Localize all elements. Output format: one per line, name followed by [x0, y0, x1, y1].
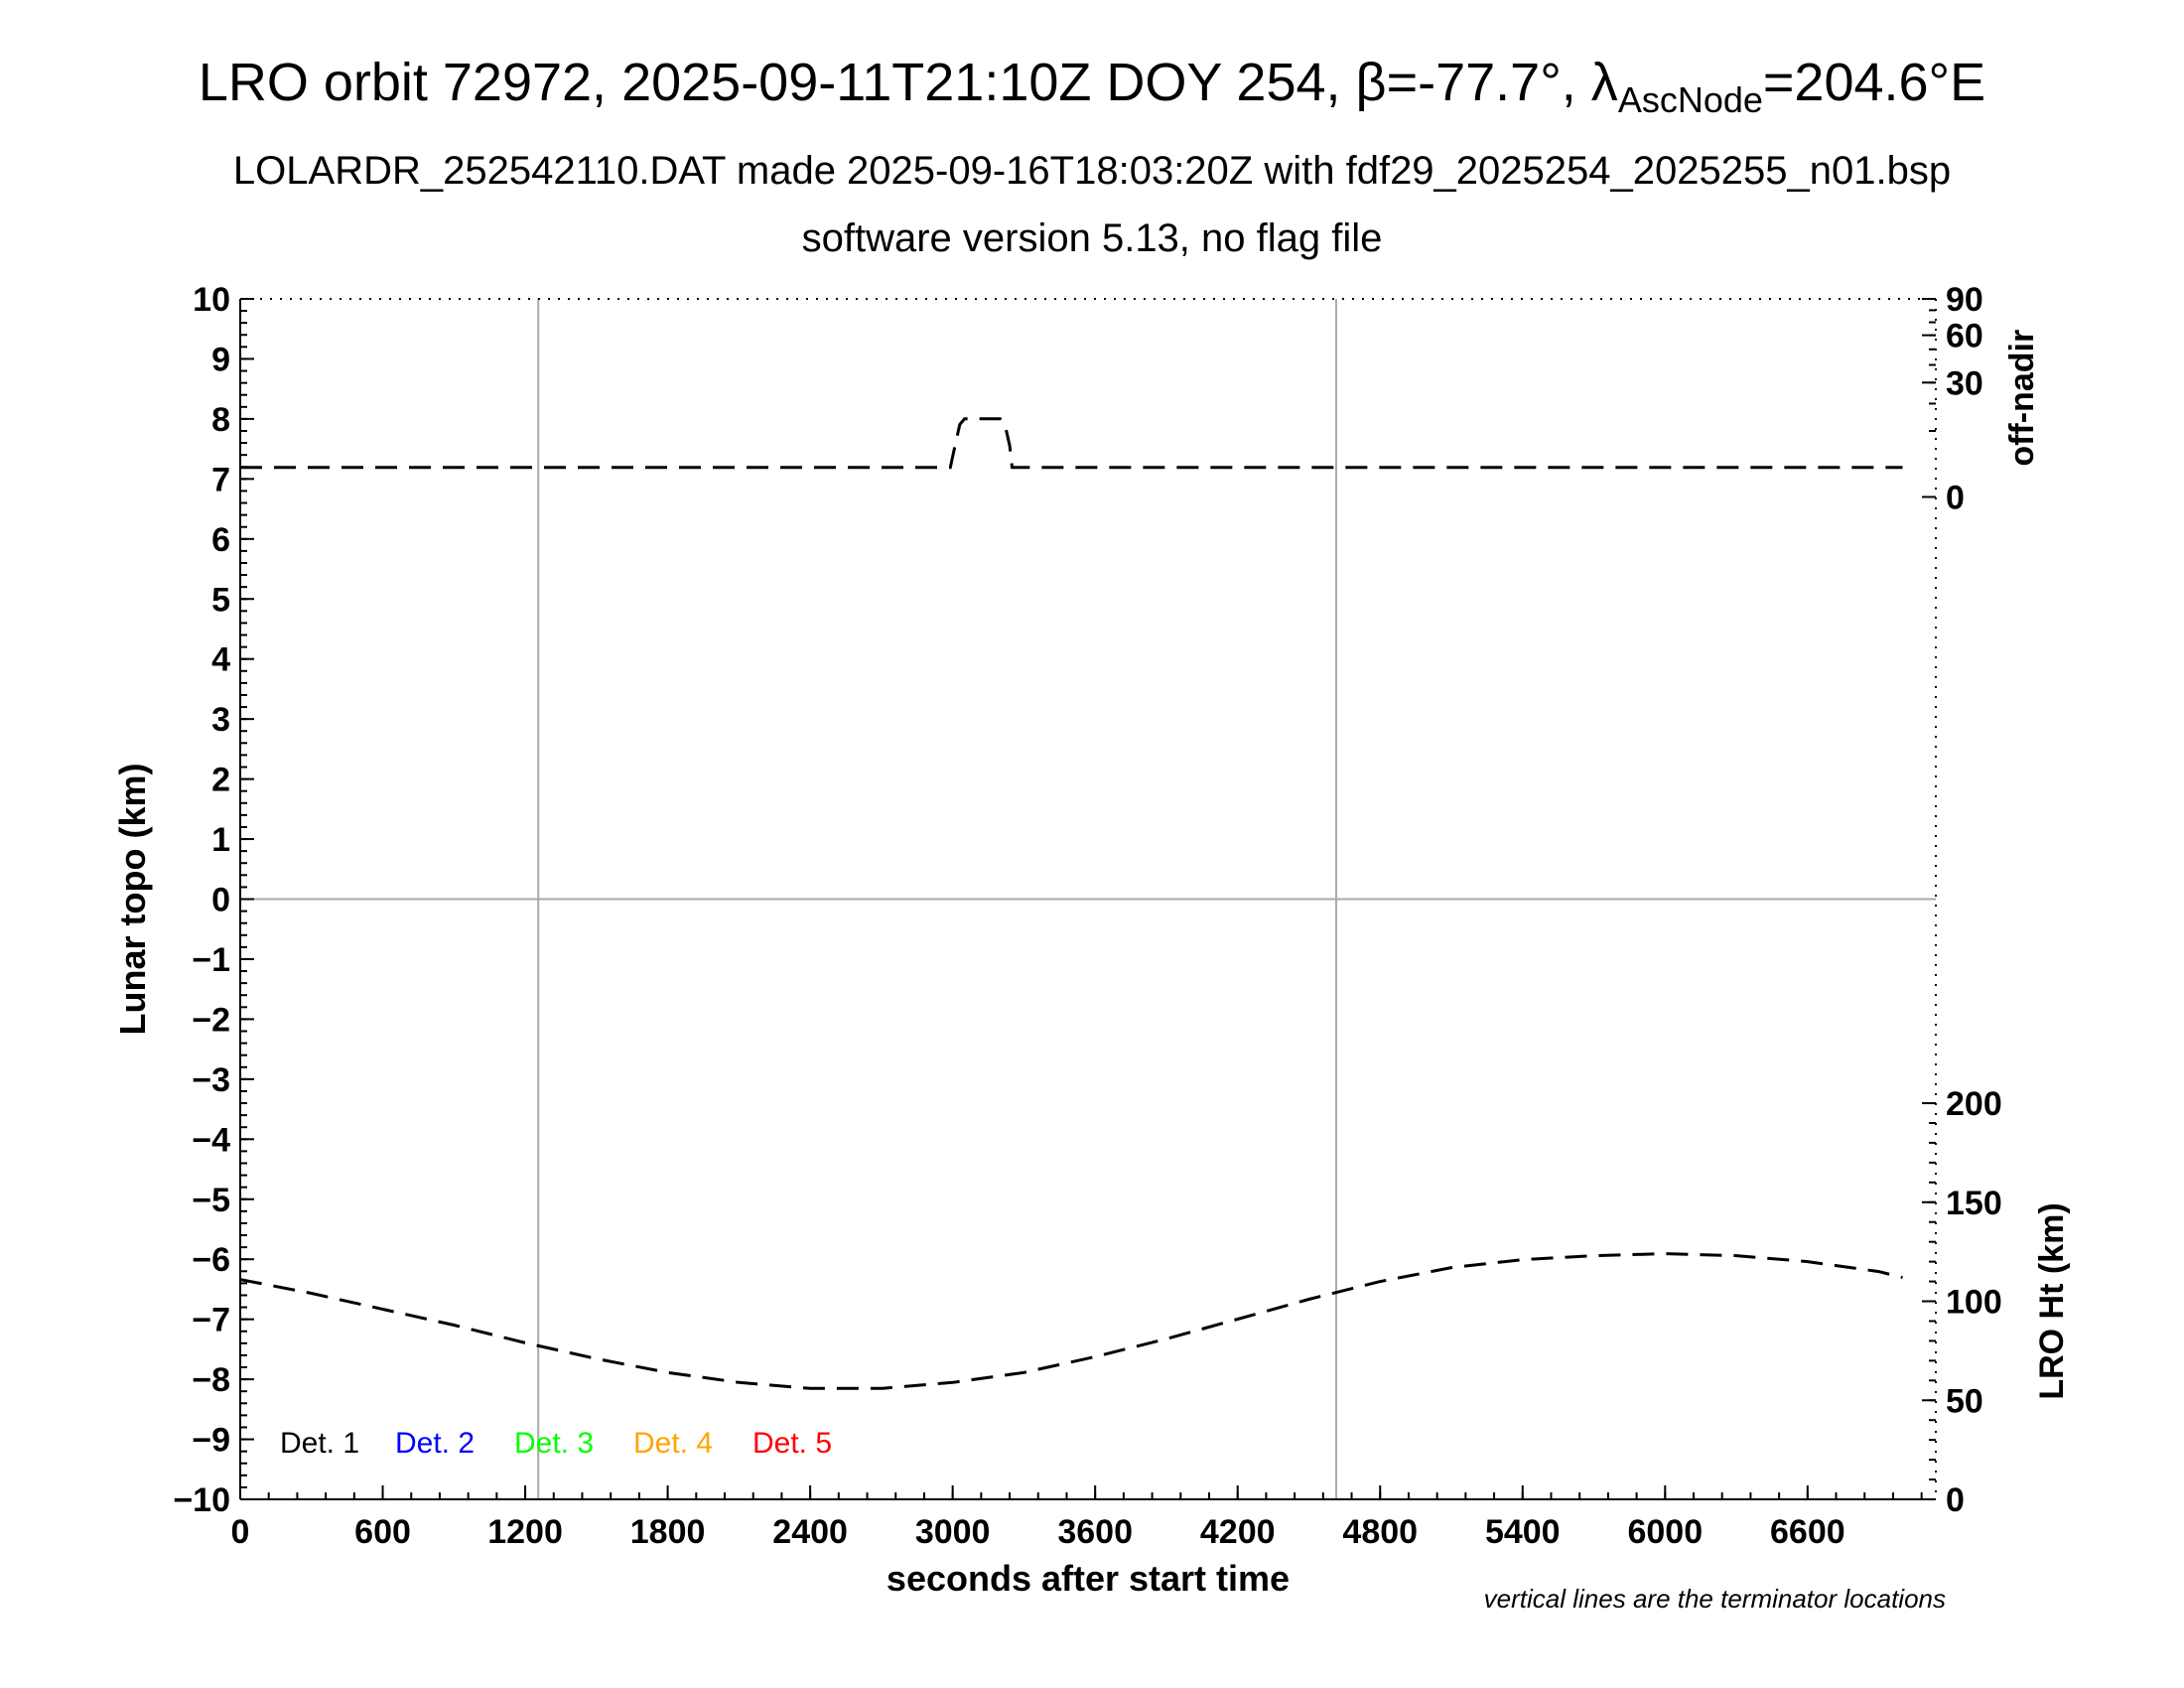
off-nadir-tick-label: 90 — [1946, 281, 1983, 319]
y-tick-label: −2 — [192, 1001, 230, 1039]
lro-ht-tick-label: 0 — [1946, 1481, 1965, 1519]
y-axis-label: Lunar topo (km) — [112, 764, 153, 1036]
y-tick-label: 6 — [211, 521, 230, 559]
x-tick-label: 3600 — [1057, 1513, 1133, 1551]
chart-subtitle: LOLARDR_252542110.DAT made 2025-09-16T18… — [232, 149, 1952, 193]
y-tick-label: −4 — [192, 1121, 230, 1159]
x-tick-label: 2400 — [772, 1513, 848, 1551]
legend-entry: Det. 4 — [633, 1427, 713, 1460]
off-nadir-tick-label: 60 — [1946, 318, 1983, 355]
y-tick-label: 7 — [211, 461, 230, 498]
y-tick-label: −5 — [192, 1182, 230, 1219]
off-nadir-axis-label: off-nadir — [2003, 330, 2041, 467]
y-tick-label: −8 — [192, 1361, 230, 1399]
y-tick-label: 10 — [193, 281, 230, 319]
x-tick-label: 6000 — [1627, 1513, 1703, 1551]
footnote: vertical lines are the terminator locati… — [1483, 1584, 1946, 1614]
lro-ht-axis-label: LRO Ht (km) — [2033, 1202, 2071, 1399]
title-suffix: =204.6°E — [1762, 53, 1986, 112]
x-tick-label: 600 — [354, 1513, 411, 1551]
x-tick-label: 6600 — [1770, 1513, 1845, 1551]
title-subscript: AscNode — [1617, 79, 1763, 120]
x-tick-label: 5400 — [1485, 1513, 1561, 1551]
off-nadir-tick-label: 0 — [1946, 479, 1965, 516]
x-tick-label: 0 — [231, 1513, 250, 1551]
y-tick-label: 2 — [211, 762, 230, 799]
chart-title: LRO orbit 72972, 2025-09-11T21:10Z DOY 2… — [0, 52, 2184, 121]
y-tick-label: 9 — [211, 341, 230, 378]
legend-entry: Det. 1 — [280, 1427, 359, 1460]
legend-entry: Det. 5 — [752, 1427, 832, 1460]
chart-software-note: software version 5.13, no flag file — [801, 216, 1383, 260]
lro-ht-tick-label: 200 — [1946, 1085, 2002, 1123]
y-tick-label: −6 — [192, 1241, 230, 1279]
legend-entry: Det. 2 — [395, 1427, 475, 1460]
y-tick-label: −9 — [192, 1422, 230, 1460]
title-prefix: LRO orbit 72972, 2025-09-11T21:10Z DOY 2… — [198, 53, 1618, 112]
y-tick-label: −10 — [173, 1481, 230, 1519]
y-tick-label: 0 — [211, 882, 230, 919]
off-nadir-series-line — [240, 417, 1903, 470]
lro-height-series-line — [239, 1252, 1903, 1390]
y-tick-label: 4 — [211, 641, 230, 679]
off-nadir-tick-label: 30 — [1946, 364, 1983, 402]
legend-entry: Det. 3 — [514, 1427, 594, 1460]
y-tick-label: −7 — [192, 1302, 230, 1339]
x-tick-label: 1200 — [487, 1513, 563, 1551]
x-tick-label: 1800 — [630, 1513, 706, 1551]
lro-ht-tick-label: 50 — [1946, 1382, 1983, 1420]
y-tick-label: −1 — [192, 941, 230, 979]
y-tick-label: 8 — [211, 401, 230, 439]
x-tick-label: 3000 — [915, 1513, 991, 1551]
x-tick-label: 4200 — [1200, 1513, 1276, 1551]
y-tick-label: 1 — [211, 821, 230, 859]
y-tick-label: 5 — [211, 581, 230, 619]
lro-ht-tick-label: 100 — [1946, 1284, 2002, 1322]
lro-ht-tick-label: 150 — [1946, 1185, 2002, 1222]
y-tick-label: −3 — [192, 1061, 230, 1099]
x-tick-label: 4800 — [1342, 1513, 1418, 1551]
x-axis-label: seconds after start time — [887, 1558, 1290, 1599]
y-tick-label: 3 — [211, 701, 230, 739]
